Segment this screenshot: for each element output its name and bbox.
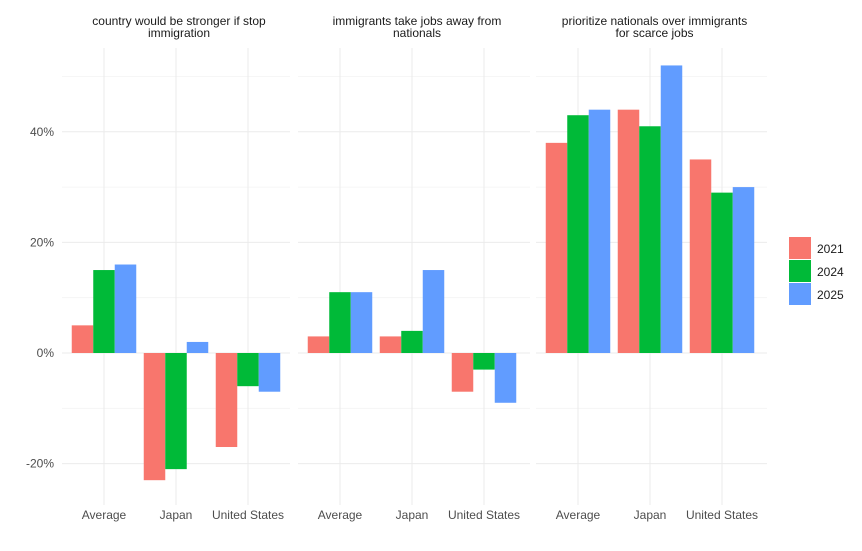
legend-key (789, 283, 811, 305)
bar (186, 341, 209, 353)
bar (165, 353, 187, 470)
bar (689, 159, 712, 353)
y-tick-label: 40% (30, 125, 54, 139)
legend-label: 2025 (817, 288, 844, 302)
bar (401, 330, 423, 353)
x-tick-label: Average (318, 508, 363, 522)
x-tick-label: Average (556, 508, 601, 522)
legend-label: 2024 (817, 265, 844, 279)
bar (545, 142, 568, 353)
bar (588, 109, 611, 354)
bar (422, 270, 445, 353)
bar (215, 353, 238, 448)
facet-title: for scarce jobs (615, 26, 693, 40)
y-tick-label: 20% (30, 235, 54, 249)
bar (237, 353, 259, 387)
legend-key (789, 260, 811, 282)
facet-title: nationals (393, 26, 441, 40)
bar (660, 65, 683, 353)
bar (567, 115, 589, 354)
facet-title: immigrants take jobs away from (333, 14, 502, 28)
bar (258, 353, 281, 392)
facet-title: prioritize nationals over immigrants (562, 14, 747, 28)
legend-label: 2021 (817, 242, 844, 256)
bar (114, 264, 137, 353)
y-tick-label: 0% (37, 346, 55, 360)
bar (639, 126, 661, 354)
x-tick-label: United States (686, 508, 758, 522)
bar (71, 325, 94, 353)
bar (329, 292, 351, 353)
bar (350, 292, 373, 353)
bar (494, 353, 517, 403)
bar (143, 353, 166, 481)
x-tick-label: Average (82, 508, 127, 522)
bar (617, 109, 640, 354)
bar (93, 270, 115, 353)
bar (451, 353, 474, 392)
bar (473, 353, 495, 370)
x-tick-label: Japan (634, 508, 667, 522)
x-tick-label: United States (448, 508, 520, 522)
x-tick-label: Japan (396, 508, 429, 522)
x-tick-label: United States (212, 508, 284, 522)
bar (732, 187, 755, 353)
facet-title: country would be stronger if stop (92, 14, 266, 28)
legend-key (789, 237, 811, 259)
facet-title: immigration (148, 26, 210, 40)
y-tick-label: -20% (26, 457, 54, 471)
x-tick-label: Japan (160, 508, 193, 522)
bar (307, 336, 330, 353)
bar (711, 192, 733, 353)
bar (379, 336, 402, 353)
